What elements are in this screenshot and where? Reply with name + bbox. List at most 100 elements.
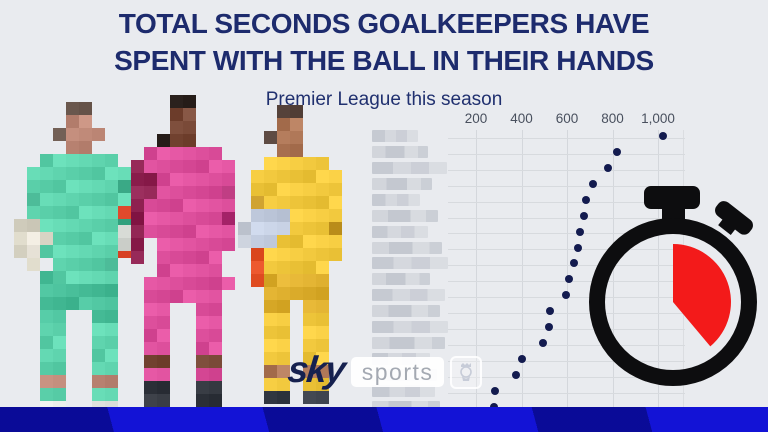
x-axis-tick-label: 200 [464,111,488,126]
pixel-block [183,212,196,225]
horizontal-gridline [448,169,685,171]
pixel-block [53,271,66,284]
pixel-block [183,173,196,186]
pixel-block [40,362,53,375]
pixel-block [183,134,196,147]
pixel-block [196,264,209,277]
pixel-block [196,381,209,394]
pixel-block [222,199,235,212]
pixel-block [264,248,277,261]
pixel-block [329,248,342,261]
pixel-block [131,173,144,186]
pixel-block [329,183,342,196]
pixel-block [66,219,79,232]
pixel-block [170,199,183,212]
pixel-block [183,290,196,303]
pixel-block [329,235,342,248]
pixel-block [131,199,144,212]
pixel-block [209,277,222,290]
pixel-block [316,157,329,170]
pixel-block [277,235,290,248]
redacted-player-label [372,273,430,286]
pixel-block [196,303,209,316]
data-dot [574,243,583,252]
pixel-block [196,238,209,251]
pixel-block [14,219,27,232]
pixel-block [92,349,105,362]
pixel-block [105,206,118,219]
pixel-block [79,206,92,219]
pixel-block [209,394,222,407]
pixel-block [277,352,290,365]
pixel-block [170,147,183,160]
pixel-block [92,128,105,141]
pixel-block [157,264,170,277]
pixel-block [157,316,170,329]
data-dot [575,227,584,236]
pixel-block [264,235,277,248]
horizontal-gridline [448,392,685,394]
pixel-block [277,105,290,118]
sky-sports-logo: sky sports [286,349,483,390]
pixel-block [290,235,303,248]
pixel-block [277,131,290,144]
pixel-block [264,365,277,378]
pixel-block [157,186,170,199]
pixel-block [303,261,316,274]
pixel-block [170,212,183,225]
pixel-block [209,199,222,212]
pixel-block [66,128,79,141]
page-title-line-2: SPENT WITH THE BALL IN THEIR HANDS [114,45,654,76]
pixel-block [277,365,290,378]
pixel-block [53,206,66,219]
pixel-block [27,219,40,232]
pixel-block [316,365,329,378]
pixel-block [144,147,157,160]
pixel-block [53,154,66,167]
pixel-block [27,245,40,258]
pixel-block [79,167,92,180]
pixel-block [290,183,303,196]
pixel-block [264,391,277,404]
redacted-player-label [372,305,440,318]
pixel-block [209,381,222,394]
pixel-block [66,232,79,245]
pixel-block [27,232,40,245]
data-dot [569,259,578,268]
pixel-block [157,134,170,147]
pixel-block [131,251,144,264]
pixel-block [144,173,157,186]
pixel-block [329,196,342,209]
premier-league-lion-icon [460,363,473,381]
pixel-block [144,160,157,173]
redacted-player-label [372,161,447,174]
pixel-block [316,261,329,274]
pixel-block [157,355,170,368]
pixel-block [316,391,329,404]
x-axis-tick-label: 800 [601,111,624,126]
pixel-block [66,193,79,206]
pixel-block [105,336,118,349]
pixel-block [105,232,118,245]
pixel-block [222,212,235,225]
pixel-block [79,258,92,271]
pixel-block [209,238,222,251]
pixel-block [157,212,170,225]
pixel-block [264,261,277,274]
pixel-block [40,336,53,349]
redacted-player-label [372,257,448,270]
pixel-block [92,336,105,349]
pixel-block [92,297,105,310]
pixel-block [251,222,264,235]
pixel-block [316,196,329,209]
pixel-block [209,316,222,329]
redacted-player-label [372,130,418,142]
pixel-block [209,355,222,368]
pixel-block [170,251,183,264]
pixel-block [92,180,105,193]
pixel-block [53,297,66,310]
pixel-block [329,222,342,235]
pixel-block [118,238,131,251]
pixel-block [118,225,131,238]
pixel-block [170,134,183,147]
